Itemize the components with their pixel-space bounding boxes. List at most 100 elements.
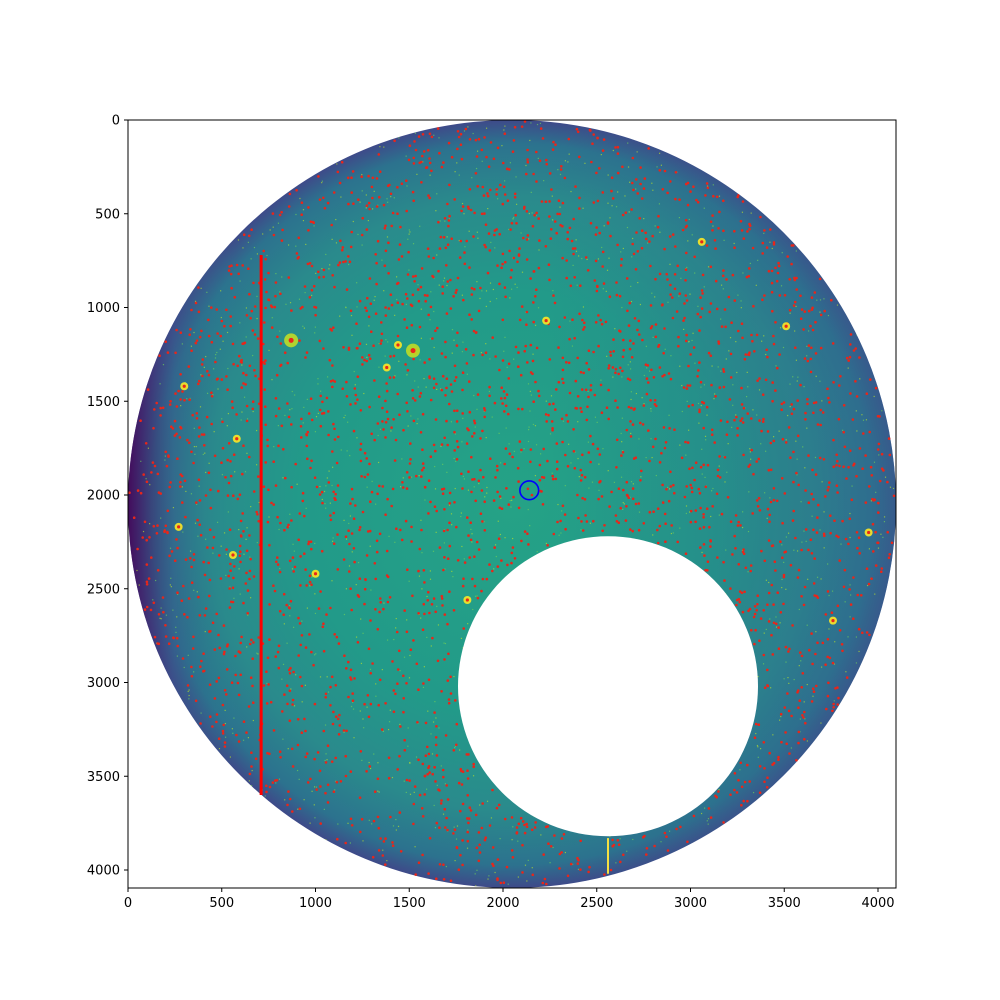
- source-marker: [561, 201, 565, 205]
- source-marker: [430, 135, 434, 139]
- noise-speckle: [240, 419, 242, 421]
- source-marker: [392, 710, 396, 714]
- source-marker: [225, 375, 228, 378]
- noise-speckle: [478, 482, 480, 485]
- source-marker: [378, 532, 382, 536]
- source-marker: [291, 698, 295, 702]
- noise-speckle: [432, 721, 435, 723]
- source-marker: [573, 247, 577, 250]
- source-marker: [645, 392, 649, 396]
- source-marker: [308, 296, 312, 299]
- noise-speckle: [816, 299, 818, 301]
- noise-speckle: [451, 570, 453, 573]
- source-marker: [813, 291, 817, 294]
- noise-speckle: [606, 269, 609, 271]
- source-marker: [649, 399, 652, 402]
- source-marker: [597, 314, 600, 317]
- source-marker: [190, 665, 193, 669]
- source-marker: [761, 420, 765, 424]
- source-marker: [331, 385, 334, 389]
- source-marker: [402, 697, 406, 700]
- source-marker: [476, 185, 480, 188]
- source-marker: [795, 758, 798, 762]
- noise-speckle: [530, 191, 532, 193]
- source-marker: [568, 337, 571, 341]
- axes-frame: [127, 119, 897, 889]
- source-marker: [745, 275, 749, 279]
- source-marker: [470, 455, 473, 459]
- source-marker: [356, 641, 360, 644]
- noise-speckle: [598, 463, 600, 465]
- noise-speckle: [304, 684, 306, 686]
- noise-speckle: [587, 441, 589, 443]
- source-marker: [541, 881, 545, 885]
- source-marker: [322, 622, 325, 625]
- source-marker: [363, 451, 367, 455]
- source-marker: [565, 361, 568, 364]
- noise-speckle: [405, 303, 407, 305]
- source-marker: [592, 350, 595, 354]
- source-marker: [329, 380, 333, 383]
- source-marker: [717, 790, 720, 793]
- source-marker: [276, 650, 280, 654]
- source-marker: [767, 591, 771, 595]
- noise-speckle: [706, 820, 708, 822]
- source-marker: [257, 636, 261, 639]
- noise-speckle: [847, 636, 849, 638]
- bright-source-marker: [288, 337, 294, 343]
- noise-speckle: [378, 791, 380, 793]
- source-marker: [788, 752, 791, 755]
- source-marker: [856, 593, 859, 597]
- noise-speckle: [793, 549, 795, 551]
- source-marker: [537, 266, 541, 270]
- noise-speckle: [619, 838, 621, 840]
- source-marker: [248, 364, 252, 368]
- source-marker: [227, 481, 231, 485]
- source-marker: [492, 864, 495, 868]
- source-marker: [503, 132, 507, 135]
- noise-speckle: [490, 241, 492, 244]
- source-marker: [251, 400, 255, 404]
- source-marker: [145, 580, 149, 584]
- source-marker: [574, 185, 577, 188]
- noise-speckle: [849, 616, 851, 618]
- noise-speckle: [268, 516, 270, 518]
- source-marker: [145, 480, 149, 484]
- source-marker: [612, 350, 615, 353]
- noise-speckle: [741, 526, 744, 529]
- source-marker: [136, 489, 140, 492]
- source-marker: [456, 130, 460, 133]
- source-marker: [132, 516, 136, 519]
- source-marker: [752, 472, 755, 476]
- noise-speckle: [302, 325, 304, 327]
- source-marker: [729, 587, 732, 590]
- source-marker: [179, 473, 182, 476]
- source-marker: [799, 651, 802, 654]
- source-marker: [587, 395, 590, 399]
- source-marker: [405, 209, 409, 213]
- source-marker: [191, 647, 195, 650]
- source-marker: [336, 837, 339, 841]
- source-marker: [776, 591, 779, 594]
- source-marker: [328, 358, 332, 362]
- source-marker: [740, 785, 744, 789]
- noise-speckle: [247, 614, 249, 616]
- noise-speckle: [567, 161, 569, 163]
- source-marker: [756, 379, 759, 383]
- noise-speckle: [698, 422, 700, 424]
- noise-speckle: [255, 464, 258, 466]
- source-marker: [439, 802, 443, 805]
- source-marker: [201, 374, 204, 378]
- noise-speckle: [310, 294, 313, 297]
- source-marker: [421, 853, 424, 857]
- source-marker: [684, 268, 688, 272]
- source-marker: [455, 458, 459, 461]
- noise-speckle: [483, 521, 485, 523]
- source-marker: [601, 149, 605, 152]
- source-marker: [802, 328, 805, 331]
- noise-speckle: [855, 410, 857, 412]
- noise-speckle: [414, 380, 416, 382]
- source-marker: [809, 357, 813, 361]
- source-marker: [353, 677, 356, 680]
- noise-speckle: [486, 492, 488, 494]
